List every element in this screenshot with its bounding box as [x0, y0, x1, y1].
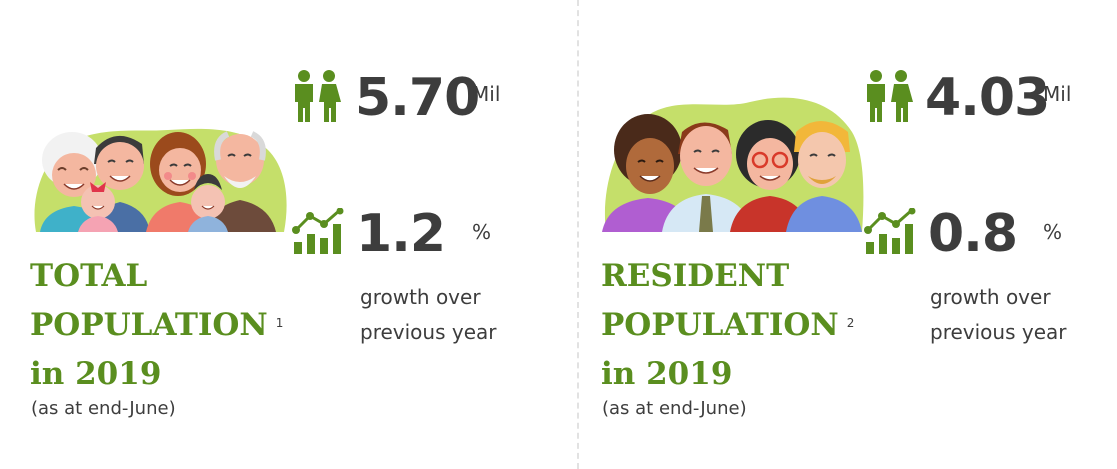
title-line: TOTAL: [30, 258, 148, 294]
total-growth-value: 1.2: [356, 204, 446, 264]
resident-population-value: 4.03: [925, 68, 1050, 128]
total-population-panel: TOTAL POPULATION 1 in 2019 (as at end-Jun…: [30, 68, 501, 419]
title-line: in 2019: [30, 356, 162, 392]
panel-divider: [577, 0, 579, 469]
growth-caption: growth over previous year: [360, 280, 496, 350]
footnote-marker: 2: [846, 316, 855, 330]
growth-percent-unit: %: [472, 220, 492, 244]
total-population-title: TOTAL POPULATION 1 in 2019: [30, 252, 283, 399]
growth-caption-line: growth over: [360, 285, 481, 309]
people-icon: [867, 70, 913, 122]
residents-illustration: [602, 97, 864, 232]
as-at-note: (as at end-June): [602, 398, 747, 419]
footnote-marker: 1: [275, 316, 284, 330]
resident-growth-value: 0.8: [928, 204, 1018, 264]
title-line: POPULATION 2: [601, 301, 854, 350]
growth-caption-line: growth over: [930, 285, 1051, 309]
title-line-text: POPULATION: [601, 307, 839, 343]
resident-population-panel: RESIDENT POPULATION 2 in 2019 (as at end-…: [580, 0, 1117, 469]
growth-caption: growth over previous year: [930, 280, 1066, 350]
people-icon: [295, 70, 341, 122]
population-unit: Mil: [472, 82, 501, 106]
title-line-text: POPULATION: [30, 307, 268, 343]
total-population-value: 5.70: [355, 68, 480, 128]
growth-caption-line: previous year: [360, 320, 497, 344]
title-line: POPULATION 1: [30, 301, 283, 350]
family-illustration: [34, 128, 287, 232]
resident-population-title: RESIDENT POPULATION 2 in 2019: [601, 252, 854, 399]
as-at-note: (as at end-June): [31, 398, 176, 419]
growth-caption-line: previous year: [930, 320, 1067, 344]
title-line: RESIDENT: [601, 258, 790, 294]
growth-percent-unit: %: [1043, 220, 1063, 244]
growth-chart-icon: [864, 208, 916, 254]
title-line: in 2019: [601, 356, 733, 392]
growth-chart-icon: [292, 208, 344, 254]
population-unit: Mil: [1043, 82, 1072, 106]
